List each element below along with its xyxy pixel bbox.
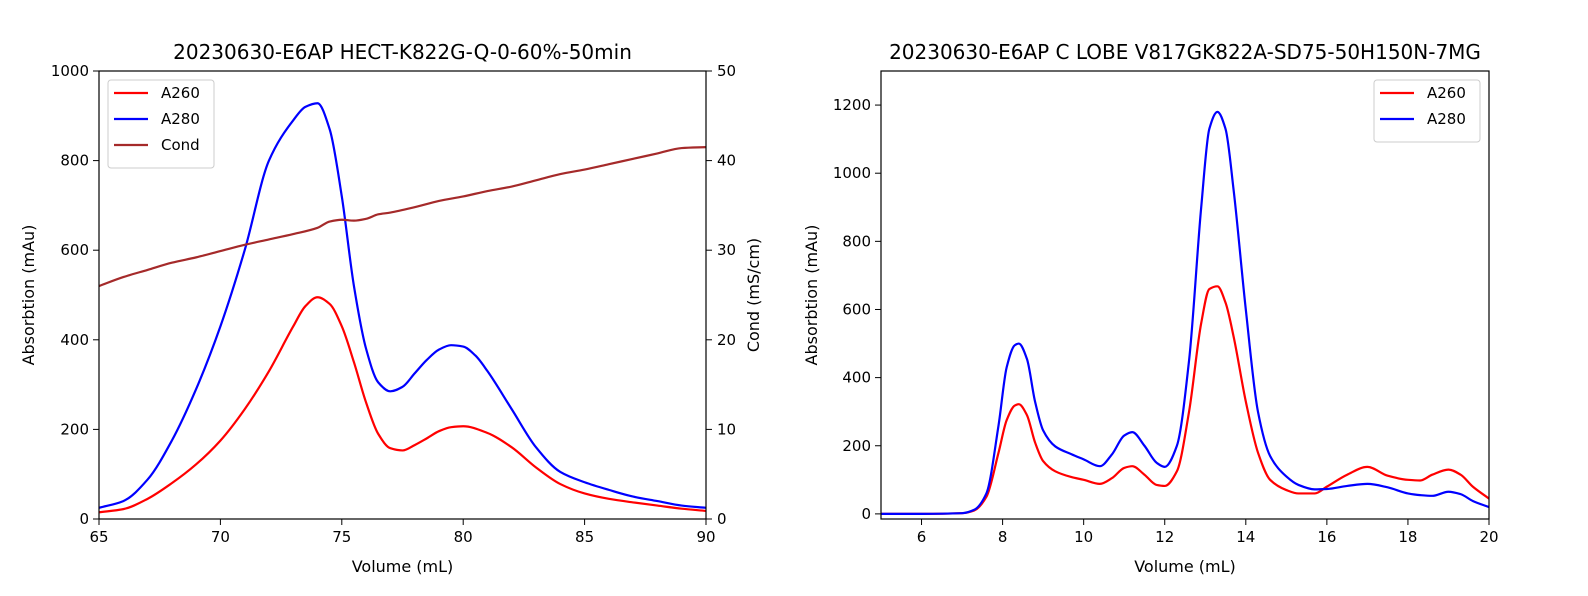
- y-tick-label: 1200: [833, 96, 871, 114]
- chart-1: 20230630-E6AP HECT-K822G-Q-0-60%-50min 65…: [19, 40, 763, 576]
- plot-frame: [880, 70, 1490, 520]
- series-line-a260: [99, 296, 706, 514]
- y-tick-label: 600: [842, 300, 871, 318]
- legend-label-a260: A260: [1427, 84, 1466, 102]
- x-tick-label: 6: [917, 528, 927, 546]
- y-tick-label: 200: [842, 437, 871, 455]
- x-tick-label: 12: [1155, 528, 1174, 546]
- y-tick-label: 400: [60, 331, 89, 349]
- chart-title: 20230630-E6AP HECT-K822G-Q-0-60%-50min: [173, 40, 632, 64]
- legend: A260 A280 Cond: [107, 79, 215, 169]
- y-tick-label: 0: [79, 510, 89, 528]
- y-axis-label: Absorbtion (mAu): [19, 225, 38, 366]
- y-tick-label: 1000: [51, 62, 89, 80]
- y2-tick-label: 20: [717, 331, 736, 349]
- x-axis-label: Volume (mL): [1134, 557, 1236, 576]
- y-tick-label: 600: [60, 241, 89, 259]
- plot-area: [99, 102, 706, 514]
- y2-tick-label: 50: [717, 62, 736, 80]
- y-tick-label: 400: [842, 369, 871, 387]
- chart-title: 20230630-E6AP C LOBE V817GK822A-SD75-50H…: [889, 40, 1481, 64]
- y2-tick-label: 30: [717, 241, 736, 259]
- x-tick-label: 85: [575, 528, 594, 546]
- y-tick-label: 1000: [833, 164, 871, 182]
- legend-label-cond: Cond: [161, 136, 200, 154]
- y2-tick-label: 40: [717, 152, 736, 170]
- chart-2: 20230630-E6AP C LOBE V817GK822A-SD75-50H…: [802, 40, 1499, 576]
- y2-axis-label: Cond (mS/cm): [744, 238, 763, 352]
- legend-box: [1373, 79, 1481, 143]
- plot-area: [881, 110, 1489, 515]
- legend-label-a260: A260: [161, 84, 200, 102]
- x-tick-label: 75: [332, 528, 351, 546]
- y-tick-label: 0: [861, 505, 871, 523]
- y-axis-label: Absorbtion (mAu): [802, 225, 821, 366]
- y-tick-label: 800: [842, 232, 871, 250]
- x-tick-label: 90: [696, 528, 715, 546]
- series-line-a260: [881, 285, 1489, 515]
- y2-tick-label: 0: [717, 510, 727, 528]
- y2-tick-label: 10: [717, 420, 736, 438]
- plot-frame: [98, 70, 707, 520]
- x-tick-label: 16: [1317, 528, 1336, 546]
- x-tick-label: 20: [1479, 528, 1498, 546]
- x-tick-label: 70: [211, 528, 230, 546]
- x-tick-label: 18: [1398, 528, 1417, 546]
- series-line-a280: [881, 110, 1489, 515]
- x-tick-label: 8: [998, 528, 1008, 546]
- y-tick-label: 800: [60, 152, 89, 170]
- legend-label-a280: A280: [1427, 110, 1466, 128]
- legend-label-a280: A280: [161, 110, 200, 128]
- legend: A260 A280: [1373, 79, 1481, 143]
- y-tick-label: 200: [60, 420, 89, 438]
- x-tick-label: 10: [1074, 528, 1093, 546]
- x-tick-label: 80: [454, 528, 473, 546]
- x-axis-label: Volume (mL): [352, 557, 454, 576]
- x-tick-label: 14: [1236, 528, 1255, 546]
- series-line-cond: [99, 146, 706, 288]
- x-tick-label: 65: [89, 528, 108, 546]
- series-line-a280: [99, 102, 706, 509]
